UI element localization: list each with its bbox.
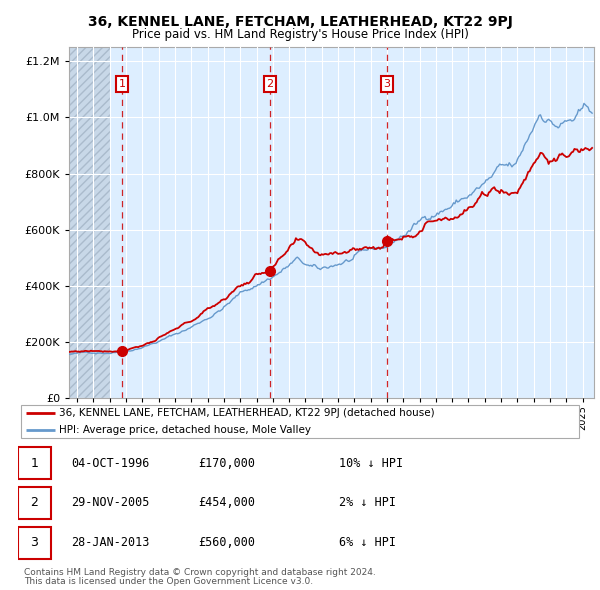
Bar: [69, 47, 110, 398]
Text: £170,000: £170,000: [199, 457, 256, 470]
FancyBboxPatch shape: [18, 527, 51, 559]
Text: 29-NOV-2005: 29-NOV-2005: [71, 496, 150, 510]
Text: 3: 3: [31, 536, 38, 549]
Text: Contains HM Land Registry data © Crown copyright and database right 2024.: Contains HM Land Registry data © Crown c…: [24, 568, 376, 576]
FancyBboxPatch shape: [18, 487, 51, 519]
Text: 3: 3: [383, 79, 391, 89]
Text: 04-OCT-1996: 04-OCT-1996: [71, 457, 150, 470]
Text: £454,000: £454,000: [199, 496, 256, 510]
Text: 1: 1: [31, 457, 38, 470]
Text: 36, KENNEL LANE, FETCHAM, LEATHERHEAD, KT22 9PJ (detached house): 36, KENNEL LANE, FETCHAM, LEATHERHEAD, K…: [59, 408, 434, 418]
Text: 10% ↓ HPI: 10% ↓ HPI: [340, 457, 404, 470]
Text: 2: 2: [266, 79, 274, 89]
Text: Price paid vs. HM Land Registry's House Price Index (HPI): Price paid vs. HM Land Registry's House …: [131, 28, 469, 41]
Text: 2: 2: [31, 496, 38, 510]
Text: 2% ↓ HPI: 2% ↓ HPI: [340, 496, 397, 510]
FancyBboxPatch shape: [21, 405, 578, 438]
Bar: [69, 47, 110, 398]
Text: 28-JAN-2013: 28-JAN-2013: [71, 536, 150, 549]
Text: 36, KENNEL LANE, FETCHAM, LEATHERHEAD, KT22 9PJ: 36, KENNEL LANE, FETCHAM, LEATHERHEAD, K…: [88, 15, 512, 29]
Text: £560,000: £560,000: [199, 536, 256, 549]
FancyBboxPatch shape: [18, 447, 51, 479]
Text: 1: 1: [118, 79, 125, 89]
Text: 6% ↓ HPI: 6% ↓ HPI: [340, 536, 397, 549]
Text: HPI: Average price, detached house, Mole Valley: HPI: Average price, detached house, Mole…: [59, 425, 311, 435]
Text: This data is licensed under the Open Government Licence v3.0.: This data is licensed under the Open Gov…: [24, 577, 313, 586]
